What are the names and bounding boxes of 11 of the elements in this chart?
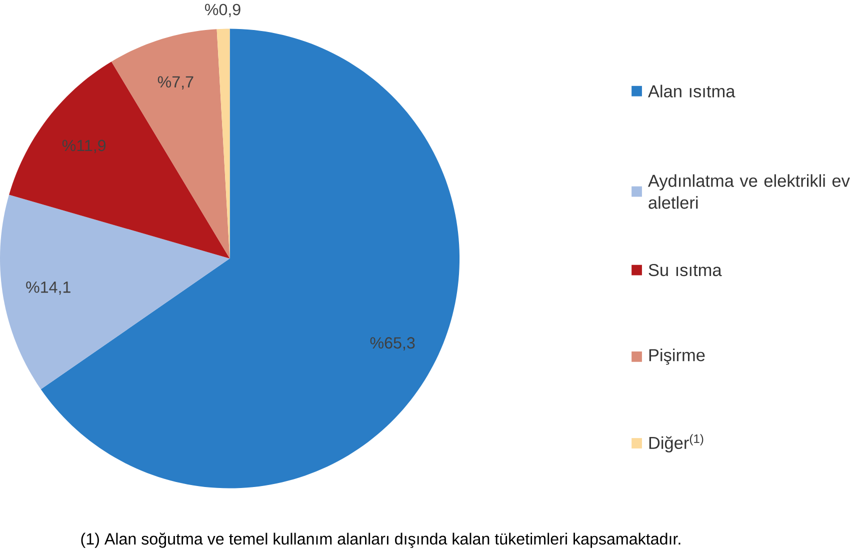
data-label: %7,7 (158, 76, 194, 90)
legend-label: Su ısıtma (648, 264, 722, 276)
legend-label: Diğer$^{(1)}$ (649, 434, 704, 453)
data-label: %65,3 (370, 337, 415, 351)
legend-label: Aydınlatma ve elektrikli ev aletleri (648, 174, 850, 209)
data-label: %14,1 (26, 282, 70, 295)
data-label: %11,9 (62, 140, 106, 154)
text: (1) Alan soğutma ve temel kullanım alanları dışında kalan tüketimleri kapsamaktadır. (81, 532, 680, 548)
legend-label: Pişirme (649, 348, 705, 365)
data-label: %0,9 (204, 4, 240, 18)
legend-label: Alan ısıtma (648, 84, 736, 98)
